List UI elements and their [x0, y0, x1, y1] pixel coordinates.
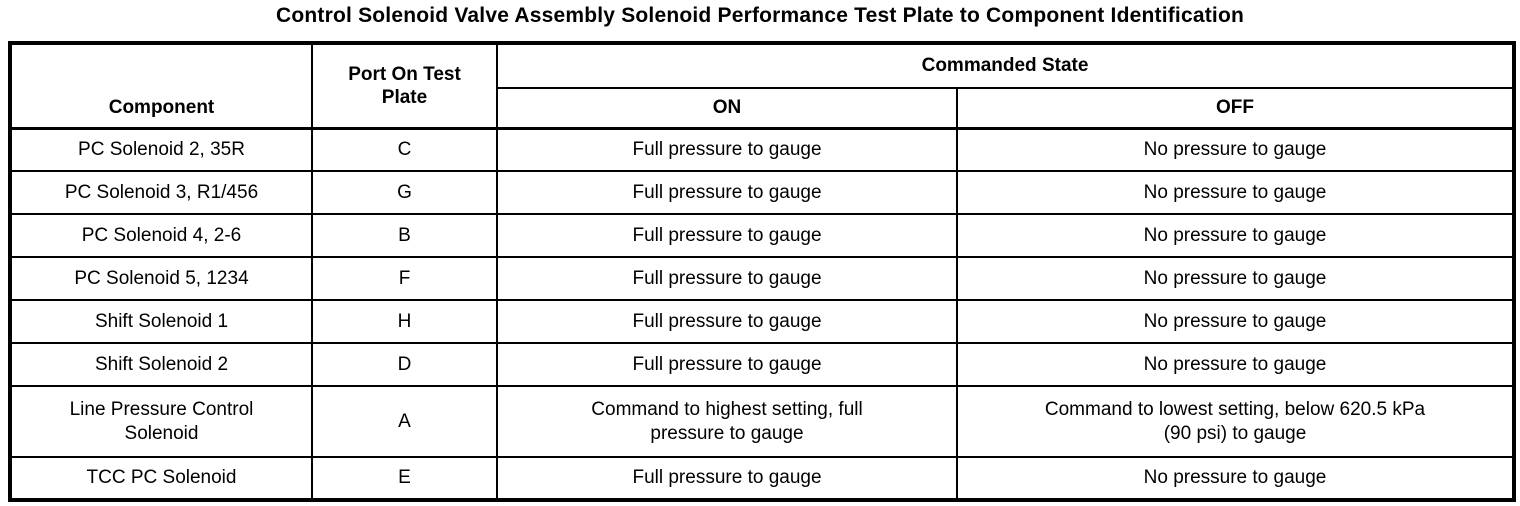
- cell-port: B: [311, 213, 498, 258]
- cell-on-state: Full pressure to gauge: [496, 256, 958, 301]
- cell-on-state: Full pressure to gauge: [496, 213, 958, 258]
- table-body: PC Solenoid 2, 35R C Full pressure to ga…: [9, 127, 1515, 501]
- column-header-component: Component: [9, 42, 313, 129]
- cell-on-state: Full pressure to gauge: [496, 342, 958, 387]
- table-row: PC Solenoid 2, 35R C Full pressure to ga…: [9, 127, 1515, 172]
- cell-off-state: No pressure to gauge: [956, 342, 1515, 387]
- cell-on-state: Full pressure to gauge: [496, 170, 958, 215]
- solenoid-performance-table: Component Port On Test Plate Commanded S…: [8, 41, 1516, 502]
- column-header-commanded-state: Commanded State: [496, 42, 1515, 89]
- cell-off-state: No pressure to gauge: [956, 456, 1515, 501]
- header-row-sub: ON OFF: [10, 87, 1515, 129]
- table-row: Line Pressure Control Solenoid A Command…: [9, 385, 1515, 458]
- cell-component: PC Solenoid 4, 2-6: [9, 213, 313, 258]
- cell-component: PC Solenoid 2, 35R: [9, 127, 313, 172]
- table-header: Component Port On Test Plate Commanded S…: [9, 42, 1515, 129]
- cell-port: C: [311, 127, 498, 172]
- cell-off-state: No pressure to gauge: [956, 256, 1515, 301]
- cell-component: PC Solenoid 3, R1/456: [9, 170, 313, 215]
- table-row: Shift Solenoid 2 D Full pressure to gaug…: [9, 342, 1515, 387]
- cell-on-state: Full pressure to gauge: [496, 456, 958, 501]
- cell-off-state: No pressure to gauge: [956, 299, 1515, 344]
- cell-port: A: [311, 385, 498, 458]
- cell-port: H: [311, 299, 498, 344]
- cell-on-state: Full pressure to gauge: [496, 127, 958, 172]
- column-header-on: ON: [496, 87, 958, 129]
- cell-port: G: [311, 170, 498, 215]
- cell-off-state: No pressure to gauge: [956, 170, 1515, 215]
- cell-port: E: [311, 456, 498, 501]
- table-row: PC Solenoid 5, 1234 F Full pressure to g…: [9, 256, 1515, 301]
- column-header-port-on-test-plate: Port On Test Plate: [311, 42, 498, 129]
- column-header-off: OFF: [956, 87, 1515, 129]
- table-row: TCC PC Solenoid E Full pressure to gauge…: [9, 456, 1515, 501]
- cell-on-state: Command to highest setting, full pressur…: [496, 385, 958, 458]
- cell-component: PC Solenoid 5, 1234: [9, 256, 313, 301]
- table-row: PC Solenoid 3, R1/456 G Full pressure to…: [9, 170, 1515, 215]
- cell-component: Line Pressure Control Solenoid: [9, 385, 313, 458]
- table-row: Shift Solenoid 1 H Full pressure to gaug…: [9, 299, 1515, 344]
- cell-component: Shift Solenoid 2: [9, 342, 313, 387]
- cell-component: Shift Solenoid 1: [9, 299, 313, 344]
- header-row-top: Component Port On Test Plate Commanded S…: [9, 42, 1515, 129]
- cell-off-state: No pressure to gauge: [956, 127, 1515, 172]
- cell-off-state: Command to lowest setting, below 620.5 k…: [956, 385, 1515, 458]
- cell-port: F: [311, 256, 498, 301]
- cell-off-state: No pressure to gauge: [956, 213, 1515, 258]
- cell-component: TCC PC Solenoid: [9, 456, 313, 501]
- cell-on-state: Full pressure to gauge: [496, 299, 958, 344]
- cell-port: D: [311, 342, 498, 387]
- page-title: Control Solenoid Valve Assembly Solenoid…: [275, 4, 1245, 27]
- table-row: PC Solenoid 4, 2-6 B Full pressure to ga…: [9, 213, 1515, 258]
